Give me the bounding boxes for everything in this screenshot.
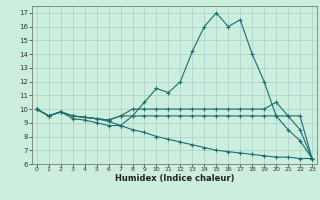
X-axis label: Humidex (Indice chaleur): Humidex (Indice chaleur) <box>115 174 234 183</box>
